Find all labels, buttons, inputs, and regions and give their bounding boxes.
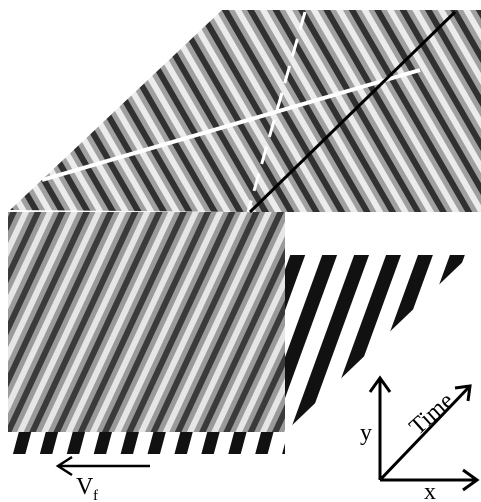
time-label: Time xyxy=(405,388,459,441)
front-face xyxy=(8,212,285,432)
velocity-sub: f xyxy=(93,488,98,502)
velocity-label: V xyxy=(76,474,94,500)
bottom-strip xyxy=(8,432,285,454)
x-label: x xyxy=(424,479,436,502)
y-label: y xyxy=(360,420,372,446)
gap xyxy=(285,212,481,255)
space-time-figure: V f y Time x xyxy=(0,0,481,502)
